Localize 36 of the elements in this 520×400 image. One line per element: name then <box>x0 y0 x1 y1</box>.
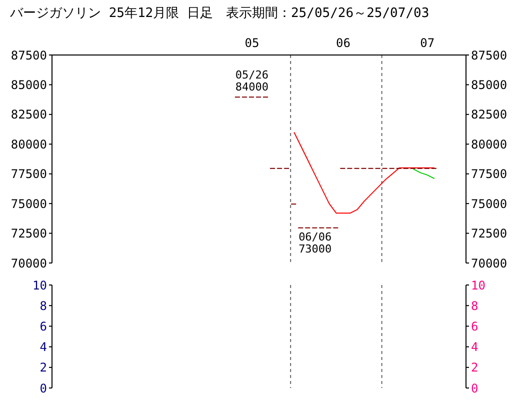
annotation: 05/26 84000 <box>235 68 269 94</box>
x-tick-label: 06 <box>336 36 350 50</box>
y-tick-label: 10 <box>32 278 47 292</box>
y2-tick-label: 8 <box>471 298 478 313</box>
annotation: 06/06 73000 <box>298 230 332 256</box>
y-tick-label: 87500 <box>10 48 47 62</box>
chart-title: バージガソリン 25年12月限 日足 表示期間：25/05/26～25/07/03 <box>10 5 430 22</box>
y-tick-label: 0 <box>40 381 47 396</box>
y2-tick-label: 4 <box>471 340 478 354</box>
y2-tick-label: 0 <box>471 381 478 396</box>
x-tick-label: 05 <box>244 36 260 50</box>
y2-tick-label: 10 <box>471 278 486 292</box>
y2-tick-label: 6 <box>471 319 478 334</box>
y-tick-label: 6 <box>40 319 47 334</box>
y-tick-label: 85000 <box>10 78 47 92</box>
y2-tick-label: 87500 <box>471 48 508 62</box>
y2-tick-label: 72500 <box>471 226 508 241</box>
y-tick-label: 77500 <box>10 167 47 182</box>
y2-tick-label: 2 <box>471 360 478 375</box>
y-tick-label: 75000 <box>10 196 47 211</box>
y-tick-label: 72500 <box>10 226 47 241</box>
y2-tick-label: 77500 <box>471 167 508 182</box>
y2-tick-label: 80000 <box>471 137 508 152</box>
y-tick-label: 8 <box>40 298 47 313</box>
y2-tick-label: 75000 <box>471 196 508 211</box>
x-tick-label: 07 <box>420 36 435 50</box>
line-series <box>412 168 435 180</box>
y-tick-label: 4 <box>40 340 47 354</box>
y-tick-label: 2 <box>40 360 47 375</box>
y-tick-label: 82500 <box>10 108 47 122</box>
y-tick-label: 80000 <box>10 137 47 152</box>
line-series <box>294 132 435 214</box>
y-tick-label: 70000 <box>10 256 47 270</box>
y2-tick-label: 70000 <box>471 256 508 270</box>
y2-tick-label: 82500 <box>471 108 508 122</box>
y2-tick-label: 85000 <box>471 78 508 92</box>
